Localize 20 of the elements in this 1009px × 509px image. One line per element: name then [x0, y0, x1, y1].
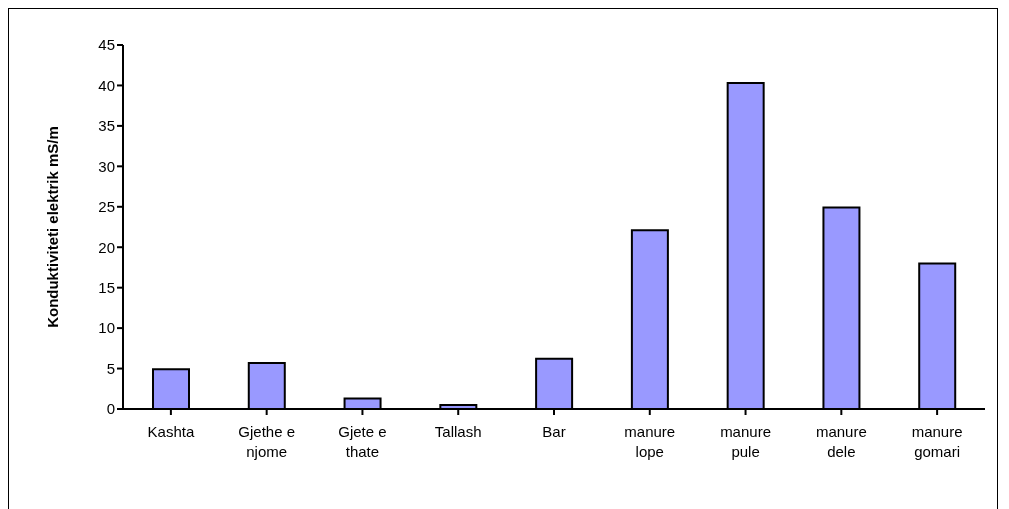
y-tick-label: 15	[98, 278, 115, 296]
x-tick-label: Gjete e thate	[338, 423, 387, 460]
y-tick-label: 20	[98, 238, 115, 256]
y-tick-label: 5	[106, 359, 115, 377]
x-tick-label: manure lope	[624, 423, 676, 460]
y-tick-label: 10	[98, 319, 115, 337]
x-tick-label: manure gomari	[911, 423, 963, 460]
x-tick-label: Tallash	[434, 423, 482, 440]
y-tick-label: 30	[98, 157, 115, 175]
x-tick-label: manure pule	[720, 423, 771, 460]
y-tick-label: 25	[98, 198, 115, 216]
x-tick-label: manure dele	[815, 423, 867, 460]
y-tick-label: 45	[98, 36, 115, 54]
x-tick-label: Bar	[542, 423, 566, 440]
y-tick-label: 35	[98, 117, 115, 135]
y-tick-label: 40	[98, 76, 115, 94]
y-tick-label: 0	[106, 400, 115, 418]
x-tick-label: Kashta	[147, 423, 195, 440]
y-axis-title: Konduktiviteti elektrik mS/m	[44, 126, 62, 328]
x-tick-label: Gjethe e njome	[238, 423, 296, 460]
